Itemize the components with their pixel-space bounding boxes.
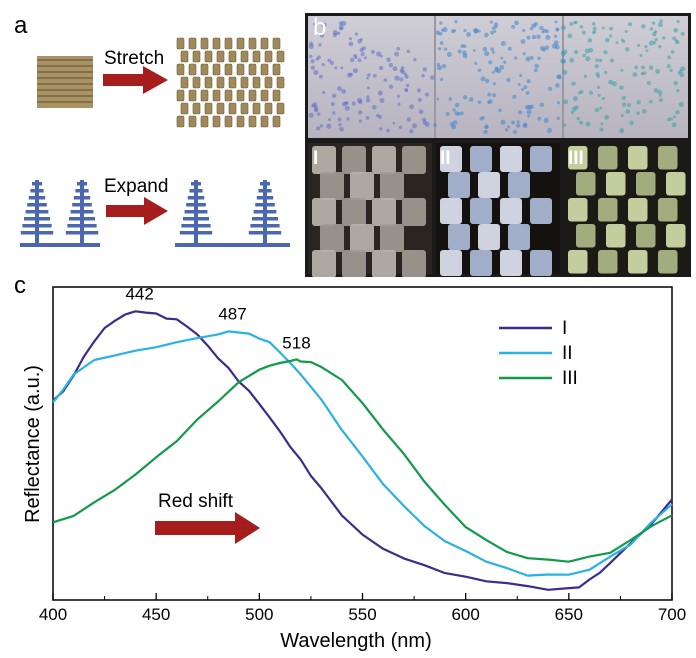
red-shift-arrow (155, 512, 260, 544)
series-line-III (52, 358, 673, 563)
photo-panel-b (305, 13, 691, 278)
plot-frame (52, 286, 673, 601)
series-line-II (52, 330, 673, 577)
peak-labels: 442 487 518 (125, 285, 310, 353)
film-photo (308, 16, 688, 138)
expand-label: Expand (104, 176, 169, 197)
stretch-arrow (103, 66, 168, 94)
red-shift-label: Red shift (158, 491, 234, 512)
x-axis: 400 450 500 550 600 650 700 (39, 593, 686, 624)
schematic-a (20, 37, 290, 247)
x-tick-label: 650 (555, 605, 583, 624)
expand-arrow (106, 197, 168, 225)
series-line-I (52, 310, 673, 591)
stretch-label: Stretch (104, 48, 165, 69)
photo-montage (308, 16, 688, 278)
x-tick-label: 400 (39, 605, 67, 624)
x-tick-label: 500 (245, 605, 273, 624)
peak-label-487: 487 (218, 305, 246, 324)
photo-label-III: III (568, 148, 584, 169)
dense-scale-patch (37, 56, 93, 108)
x-axis-title: Wavelength (nm) (280, 630, 432, 652)
expanded-scale-grid (176, 37, 285, 128)
y-axis-title: Reflectance (a.u.) (22, 365, 44, 523)
legend-label-III: III (562, 368, 578, 389)
photo-label-I: I (313, 148, 319, 169)
photo-label-II: II (440, 148, 451, 169)
x-tick-label: 600 (451, 605, 479, 624)
panel-label-b: b (313, 14, 327, 41)
panel-label-c: c (14, 272, 26, 299)
panel-label-a: a (14, 12, 28, 39)
legend-label-II: II (562, 343, 573, 364)
peak-label-442: 442 (125, 285, 153, 304)
legend-label-I: I (562, 318, 567, 339)
x-tick-label: 550 (348, 605, 376, 624)
peak-label-518: 518 (282, 333, 310, 352)
x-tick-label: 450 (142, 605, 170, 624)
x-tick-label: 700 (658, 605, 686, 624)
series-lines (52, 310, 673, 591)
multilayer-structures (20, 180, 290, 247)
